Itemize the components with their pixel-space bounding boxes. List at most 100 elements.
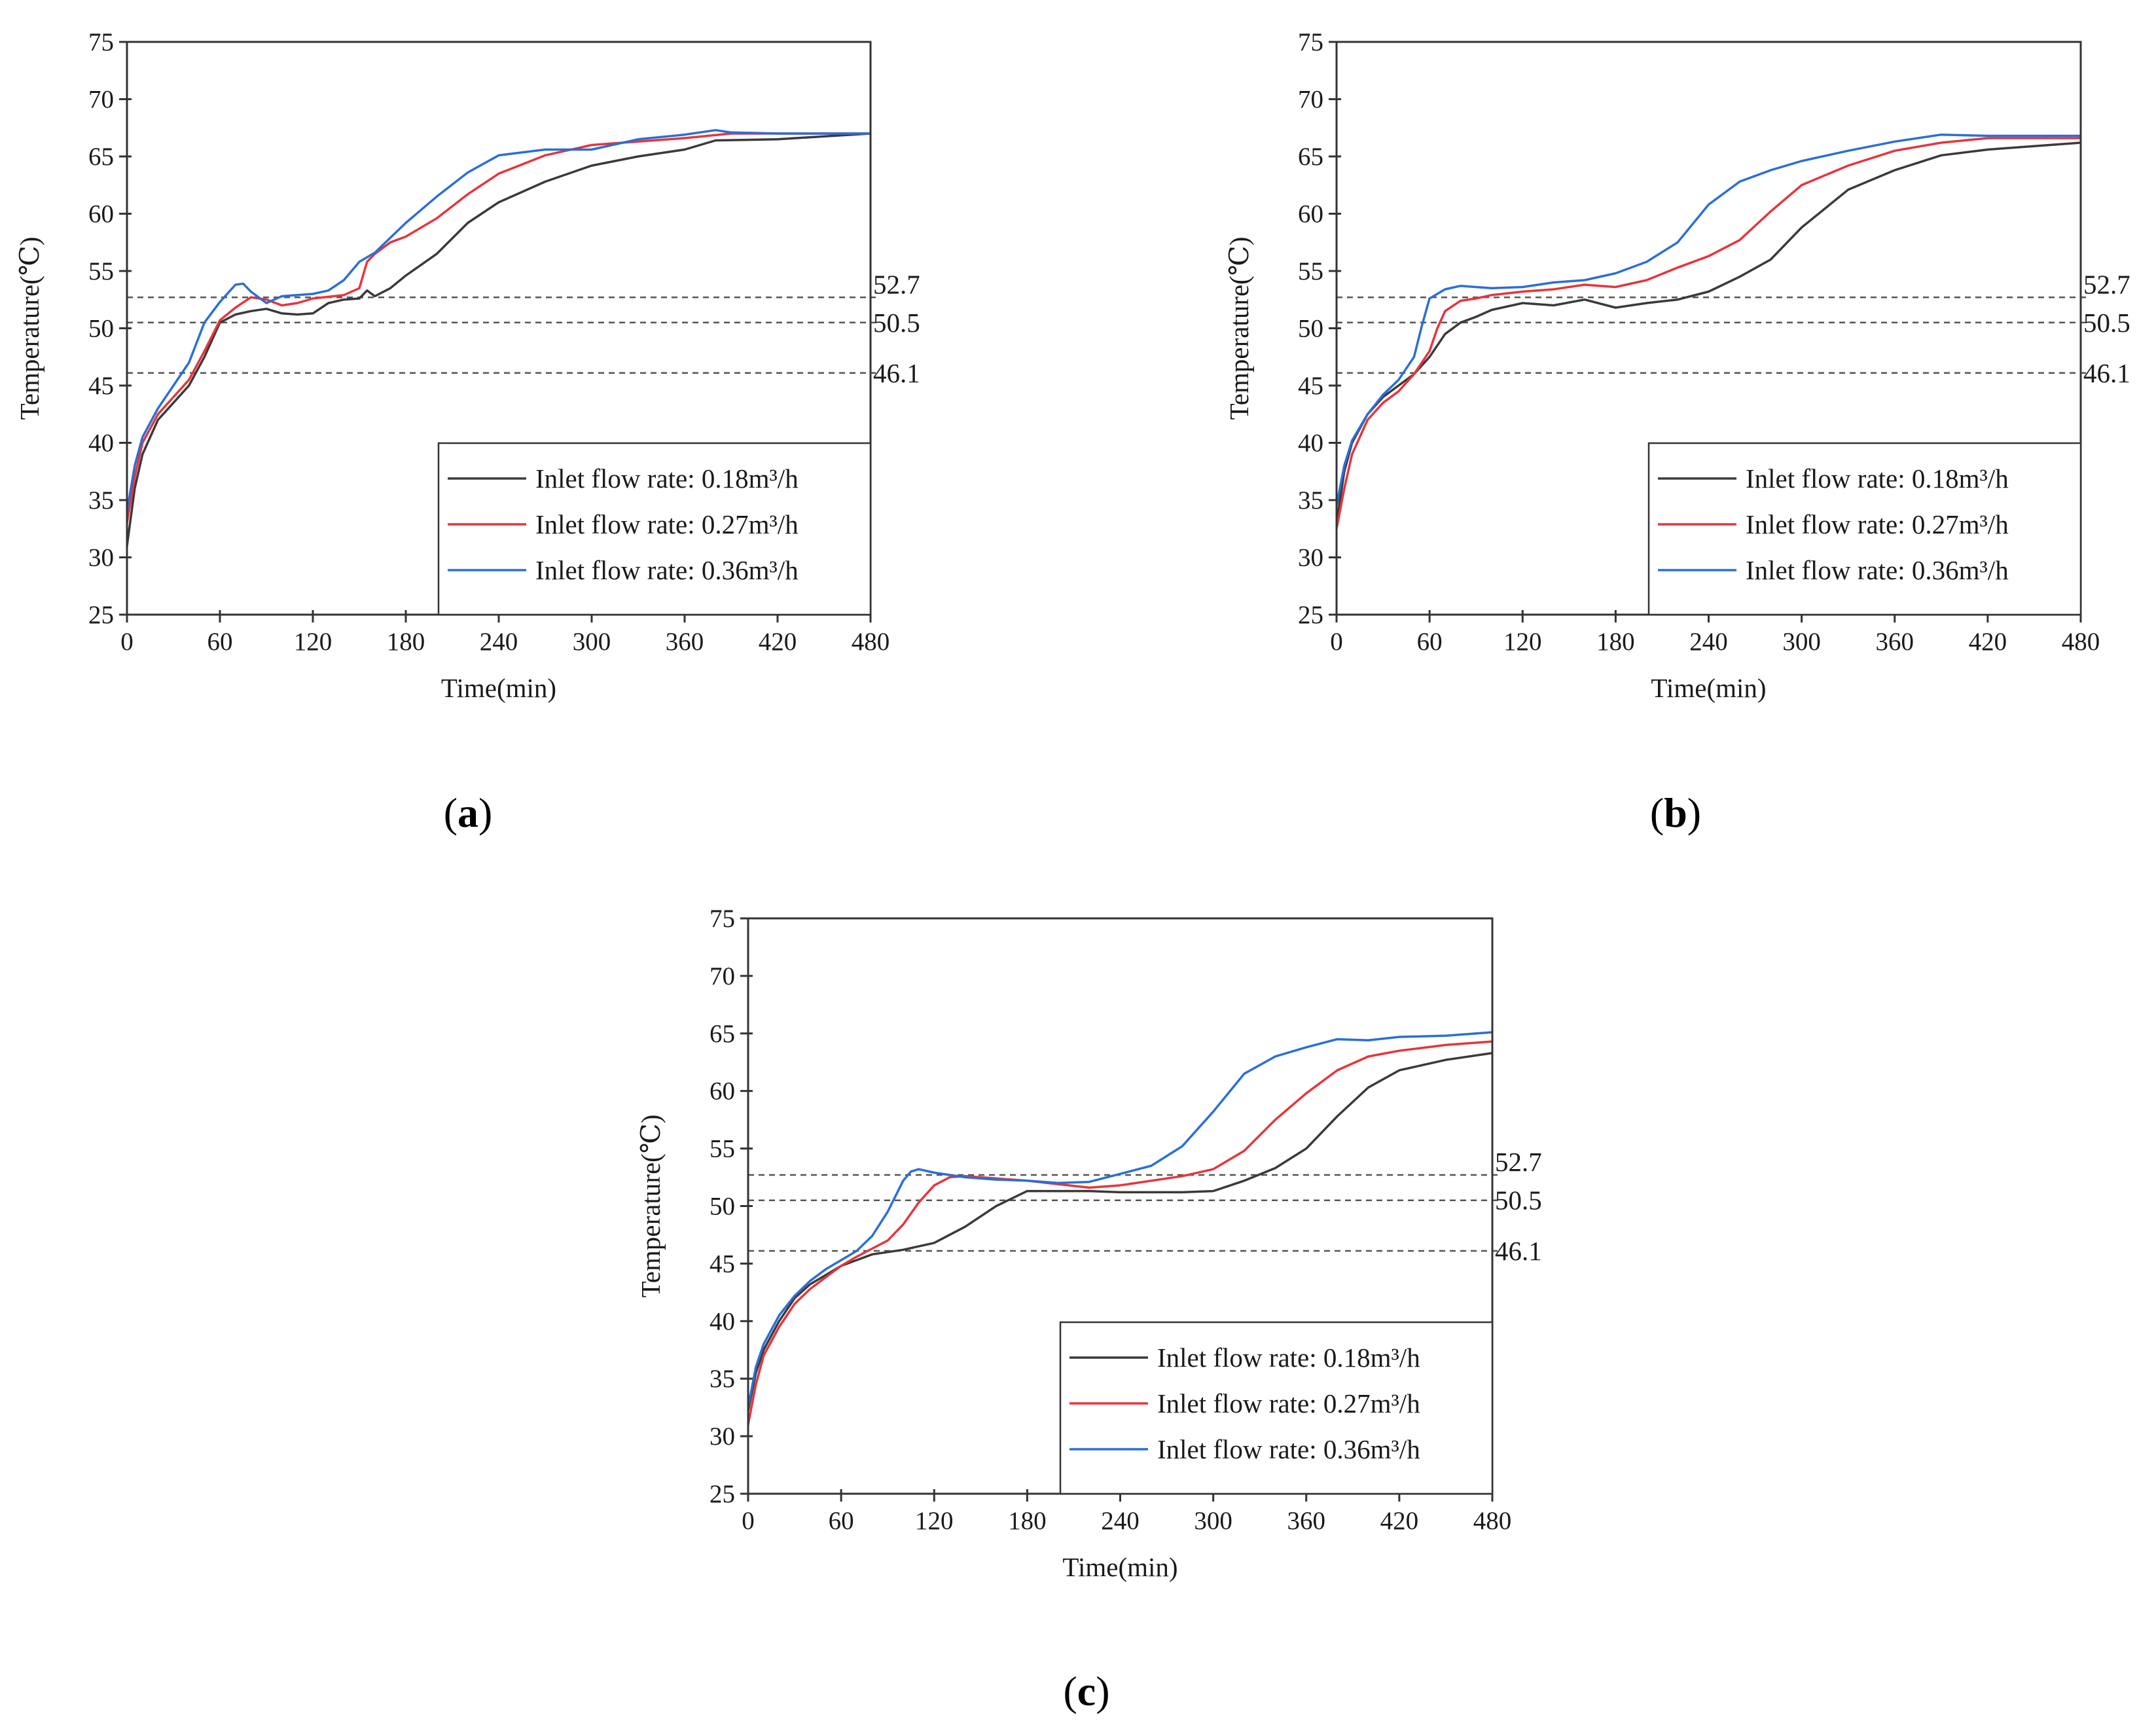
legend-entry: Inlet flow rate: 0.18m³/h	[1157, 1343, 1420, 1373]
legend-entry: Inlet flow rate: 0.36m³/h	[1157, 1434, 1420, 1464]
caption-close-paren: )	[1096, 1668, 1109, 1714]
y-tick-label: 65	[710, 1020, 735, 1048]
legend-box	[437, 442, 872, 616]
reference-line-label: 46.1	[873, 358, 920, 388]
caption-letter: b	[1664, 789, 1687, 836]
y-tick-label: 40	[1298, 429, 1323, 458]
x-tick-label: 300	[573, 628, 611, 656]
x-tick-label: 480	[2062, 628, 2100, 656]
x-tick-label: 0	[742, 1507, 755, 1535]
y-tick-label: 45	[88, 372, 114, 400]
legend-entry: Inlet flow rate: 0.36m³/h	[535, 555, 799, 585]
series-line-s018	[127, 132, 871, 547]
series-line-s036	[1337, 133, 2081, 507]
x-tick-label: 0	[1330, 628, 1343, 656]
legend-entry: Inlet flow rate: 0.27m³/h	[535, 509, 799, 539]
legend-entry: Inlet flow rate: 0.27m³/h	[1746, 509, 2009, 539]
x-tick-label: 120	[294, 628, 332, 656]
reference-line-label: 50.5	[2083, 308, 2130, 338]
legend-entry: Inlet flow rate: 0.36m³/h	[1746, 555, 2009, 585]
x-tick-label: 240	[1689, 628, 1728, 656]
legend-entry: Inlet flow rate: 0.18m³/h	[1746, 463, 2009, 494]
chart-panel-c: 25 30 35 40 45 50 55 60 65 70 75 0 60 120 180 240 300 360…	[636, 905, 1542, 1714]
y-tick-label: 55	[88, 257, 114, 285]
x-tick-label: 420	[1380, 1507, 1419, 1535]
caption-letter: a	[458, 789, 478, 836]
y-tick-label: 55	[710, 1135, 735, 1163]
x-tick-label: 180	[387, 628, 425, 656]
y-tick-label: 75	[1298, 28, 1323, 56]
x-tick-label: 180	[1596, 628, 1635, 656]
legend-entry: Inlet flow rate: 0.27m³/h	[1157, 1388, 1420, 1418]
y-tick-label: 70	[710, 962, 735, 990]
x-tick-label: 240	[480, 628, 518, 656]
y-tick-label: 25	[88, 601, 114, 629]
y-tick-label: 30	[88, 544, 114, 572]
y-tick-label: 75	[710, 905, 735, 933]
reference-line-label: 46.1	[2083, 358, 2130, 388]
reference-line-label: 52.7	[1495, 1147, 1542, 1177]
x-tick-label: 60	[207, 628, 233, 656]
x-tick-label: 60	[829, 1507, 854, 1535]
y-axis-title: Temperature(℃)	[636, 1115, 666, 1298]
caption-close-paren: )	[478, 789, 492, 836]
y-tick-label: 45	[710, 1250, 735, 1278]
reference-line-label: 50.5	[873, 308, 920, 338]
panel-caption: (b)	[1650, 789, 1701, 836]
series-line-s027	[127, 132, 871, 524]
y-axis-title: Temperature(℃)	[14, 237, 45, 420]
y-tick-label: 50	[88, 315, 114, 343]
y-tick-label: 60	[710, 1077, 735, 1106]
x-tick-label: 360	[666, 628, 704, 656]
x-tick-label: 120	[915, 1507, 954, 1535]
y-tick-label: 50	[710, 1193, 735, 1221]
y-axis-title: Temperature(℃)	[1224, 237, 1254, 420]
caption-open-paren: (	[1650, 789, 1664, 836]
x-tick-label: 480	[852, 628, 890, 656]
y-tick-label: 25	[1298, 601, 1323, 629]
y-tick-label: 35	[88, 486, 114, 514]
series-line-s018	[748, 1051, 1492, 1413]
y-tick-label: 40	[710, 1307, 735, 1335]
y-tick-label: 25	[710, 1480, 735, 1508]
reference-line-label: 46.1	[1495, 1236, 1542, 1266]
y-tick-label: 70	[88, 86, 114, 114]
reference-line-label: 50.5	[1495, 1185, 1542, 1216]
x-tick-label: 300	[1194, 1507, 1232, 1535]
x-tick-label: 360	[1876, 628, 1914, 656]
y-tick-label: 35	[710, 1365, 735, 1393]
y-tick-label: 35	[1298, 486, 1323, 514]
y-tick-label: 50	[1298, 315, 1323, 343]
y-tick-label: 30	[1298, 544, 1323, 572]
y-tick-label: 75	[88, 28, 114, 56]
x-tick-label: 300	[1782, 628, 1821, 656]
y-tick-label: 70	[1298, 86, 1323, 114]
series-line-s036	[127, 129, 871, 513]
x-tick-label: 240	[1101, 1507, 1140, 1535]
y-tick-label: 60	[1298, 200, 1323, 228]
caption-open-paren: (	[444, 789, 458, 836]
legend-entry: Inlet flow rate: 0.18m³/h	[535, 463, 799, 494]
chart-panel-b: 25 30 35 40 45 50 55 60 65 70 75 0 60 120 180 240 300 360…	[1224, 28, 2130, 836]
series-line-s027	[1337, 137, 2081, 530]
caption-open-paren: (	[1063, 1668, 1077, 1714]
series-line-s018	[1337, 141, 2081, 524]
y-tick-label: 30	[710, 1422, 735, 1451]
chart-panel-a: 25 30 35 40 45 50 55 60 65 70 75 0 60 120 180 240 300 360…	[14, 28, 920, 836]
x-tick-label: 60	[1417, 628, 1443, 656]
x-tick-label: 180	[1008, 1507, 1047, 1535]
legend-box	[1647, 442, 2082, 616]
y-tick-label: 65	[1298, 143, 1323, 171]
x-tick-label: 360	[1287, 1507, 1326, 1535]
reference-line-label: 52.7	[2083, 269, 2130, 299]
x-axis-title: Time(min)	[1651, 673, 1766, 703]
x-tick-label: 480	[1473, 1507, 1512, 1535]
y-tick-label: 45	[1298, 372, 1323, 400]
y-tick-label: 40	[88, 429, 114, 458]
x-tick-label: 0	[120, 628, 134, 656]
caption-letter: c	[1077, 1668, 1096, 1714]
series-line-s036	[748, 1031, 1492, 1409]
x-axis-title: Time(min)	[1062, 1552, 1177, 1582]
x-axis-title: Time(min)	[441, 673, 556, 703]
panel-caption: (c)	[1063, 1668, 1109, 1714]
